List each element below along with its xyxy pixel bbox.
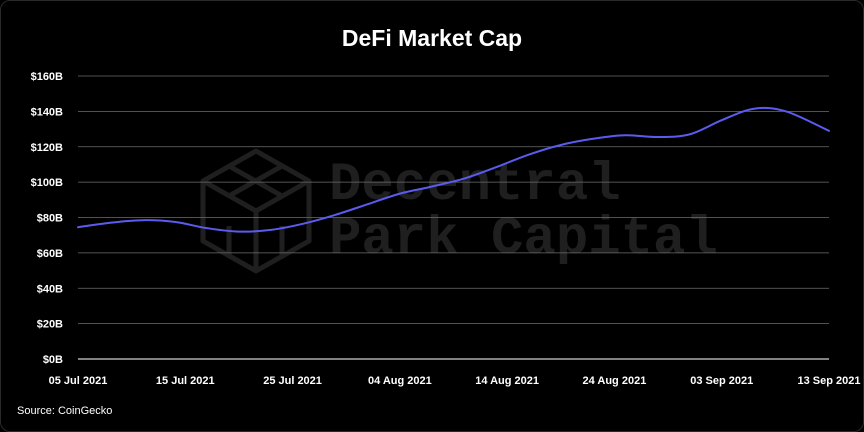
x-tick-label: 03 Sep 2021: [690, 375, 753, 387]
gridlines: [78, 75, 829, 360]
x-tick-label: 24 Aug 2021: [583, 375, 647, 387]
x-tick-label: 05 Jul 2021: [49, 375, 108, 387]
y-tick-label: $40B: [37, 283, 63, 295]
x-tick-label: 25 Jul 2021: [263, 375, 322, 387]
series-lines: [77, 106, 830, 233]
x-tick-label: 14 Aug 2021: [475, 375, 539, 387]
chart-title: DeFi Market Cap: [341, 25, 523, 51]
watermark-line-2: Park Capital: [329, 209, 718, 270]
y-tick-label: $20B: [37, 319, 63, 331]
x-tick-label: 15 Jul 2021: [156, 375, 215, 387]
y-tick-label: $140B: [31, 106, 63, 118]
watermark: Decentral Park Capital: [200, 148, 718, 274]
watermark-line-1: Decentral: [329, 155, 621, 216]
source-note: Source: CoinGecko: [17, 405, 113, 417]
y-tick-label: $160B: [31, 71, 63, 83]
y-tick-label: $100B: [31, 177, 63, 189]
y-axis-ticks: $0B $20B $40B $60B $80B $100B $120B $140B $160B: [31, 71, 63, 366]
x-tick-label: 04 Aug 2021: [368, 375, 432, 387]
y-tick-label: $60B: [37, 248, 63, 260]
series-line: [77, 106, 830, 233]
y-tick-label: $120B: [31, 142, 63, 154]
x-axis-ticks: 05 Jul 2021 15 Jul 2021 25 Jul 2021 04 Aug …: [49, 375, 861, 387]
y-tick-label: $80B: [37, 213, 63, 225]
cube-logo-icon: [200, 148, 312, 274]
y-tick-label: $0B: [43, 354, 63, 366]
x-tick-label: 13 Sep 2021: [798, 375, 861, 387]
